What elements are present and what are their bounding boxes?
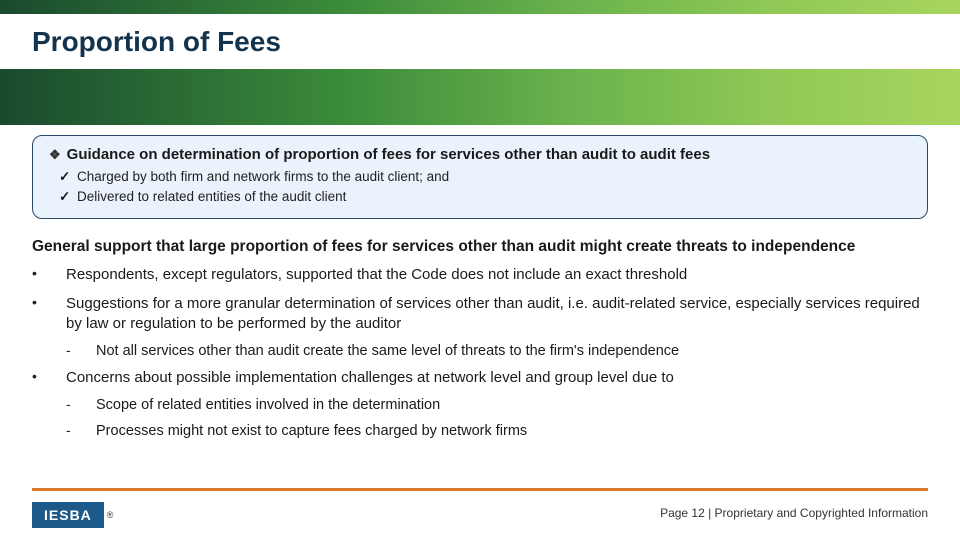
footer-page-text: Page 12 | Proprietary and Copyrighted In…	[660, 506, 928, 520]
sub-list: - Not all services other than audit crea…	[32, 342, 928, 362]
callout-title: ❖ Guidance on determination of proportion…	[49, 146, 911, 163]
logo-text: IESBA	[32, 502, 104, 528]
bullet-marker-icon: •	[32, 368, 66, 384]
registered-mark-icon: ®	[107, 510, 114, 520]
bullet-item: • Respondents, except regulators, suppor…	[32, 265, 928, 285]
diamond-bullet-icon: ❖	[49, 147, 61, 162]
support-heading: General support that large proportion of…	[32, 237, 928, 258]
footer-rule	[32, 488, 928, 491]
logo: IESBA ®	[32, 500, 142, 530]
check-item: Delivered to related entities of the aud…	[77, 187, 911, 207]
sub-item: - Not all services other than audit crea…	[66, 342, 928, 362]
sub-text: Scope of related entities involved in th…	[96, 396, 928, 416]
bullet-list: • Respondents, except regulators, suppor…	[32, 265, 928, 334]
sub-item: - Processes might not exist to capture f…	[66, 422, 928, 442]
bullet-text: Respondents, except regulators, supporte…	[66, 265, 928, 285]
callout-check-list: Charged by both firm and network firms t…	[49, 167, 911, 208]
dash-marker-icon: -	[66, 396, 96, 412]
footer: IESBA ® Page 12 | Proprietary and Copyri…	[0, 488, 960, 540]
top-accent-bar	[0, 0, 960, 14]
title-row: Proportion of Fees	[0, 14, 960, 69]
bullet-item: • Suggestions for a more granular determ…	[32, 294, 928, 335]
check-item: Charged by both firm and network firms t…	[77, 167, 911, 187]
sub-list: - Scope of related entities involved in …	[32, 396, 928, 441]
bullet-item: • Concerns about possible implementation…	[32, 368, 928, 388]
content-area: ❖ Guidance on determination of proportion…	[32, 135, 928, 447]
page-title: Proportion of Fees	[32, 26, 281, 58]
bullet-text: Concerns about possible implementation c…	[66, 368, 928, 388]
dash-marker-icon: -	[66, 422, 96, 438]
sub-text: Not all services other than audit create…	[96, 342, 928, 362]
sub-item: - Scope of related entities involved in …	[66, 396, 928, 416]
header: Proportion of Fees	[0, 0, 960, 125]
bullet-marker-icon: •	[32, 294, 66, 310]
dash-marker-icon: -	[66, 342, 96, 358]
bullet-marker-icon: •	[32, 265, 66, 281]
sub-text: Processes might not exist to capture fee…	[96, 422, 928, 442]
callout-title-text: Guidance on determination of proportion …	[67, 146, 710, 163]
bullet-text: Suggestions for a more granular determin…	[66, 294, 928, 335]
guidance-callout: ❖ Guidance on determination of proportion…	[32, 135, 928, 219]
header-band	[0, 69, 960, 125]
bullet-list: • Concerns about possible implementation…	[32, 368, 928, 388]
